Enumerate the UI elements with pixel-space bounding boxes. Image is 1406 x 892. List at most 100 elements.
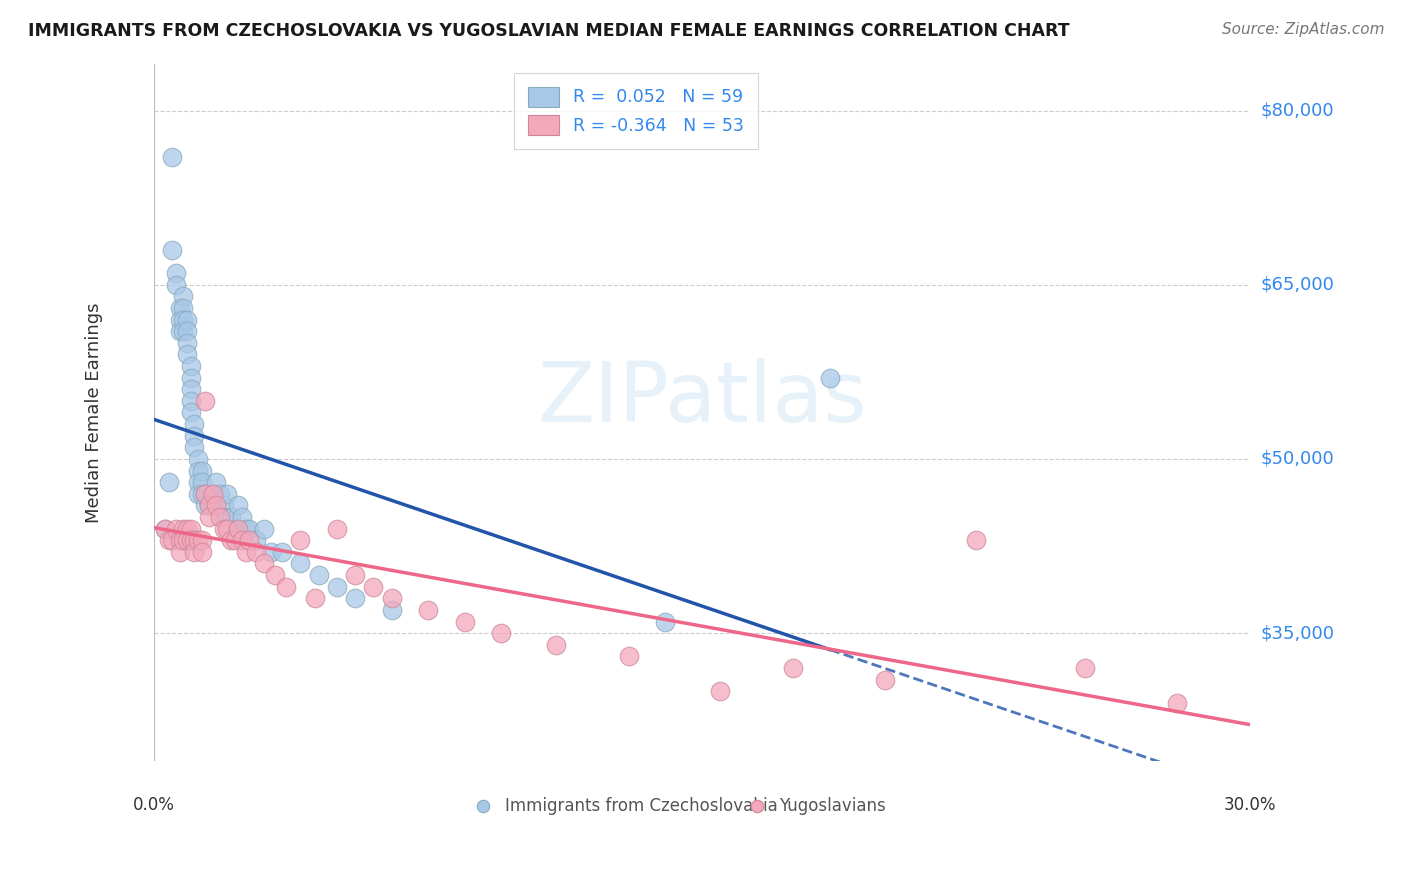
Text: Immigrants from Czechoslovakia: Immigrants from Czechoslovakia xyxy=(505,797,778,815)
Point xyxy=(183,533,205,548)
Point xyxy=(183,428,205,442)
Point xyxy=(153,522,176,536)
Point xyxy=(212,499,235,513)
Text: Median Female Earnings: Median Female Earnings xyxy=(84,302,103,523)
Point xyxy=(165,522,187,536)
Point xyxy=(162,533,184,548)
Point xyxy=(176,533,198,548)
Point xyxy=(238,533,260,548)
Point xyxy=(226,522,249,536)
Point xyxy=(198,510,221,524)
Point xyxy=(176,335,198,350)
Point xyxy=(208,487,231,501)
Point xyxy=(180,382,202,396)
Point xyxy=(183,417,205,431)
Text: $35,000: $35,000 xyxy=(1261,624,1334,642)
Point xyxy=(326,580,349,594)
Point xyxy=(544,638,567,652)
Point xyxy=(201,499,224,513)
Point xyxy=(271,545,294,559)
Point xyxy=(172,533,194,548)
Point xyxy=(308,568,330,582)
Point xyxy=(169,533,191,548)
Point xyxy=(1074,661,1097,675)
Point xyxy=(231,533,253,548)
Point xyxy=(238,522,260,536)
Point xyxy=(226,499,249,513)
Point xyxy=(172,301,194,315)
Point xyxy=(235,545,257,559)
Point xyxy=(224,533,246,548)
Point xyxy=(180,405,202,419)
Point xyxy=(176,312,198,326)
Legend: R =  0.052   N = 59, R = -0.364   N = 53: R = 0.052 N = 59, R = -0.364 N = 53 xyxy=(515,73,758,149)
Point xyxy=(617,649,640,664)
Point xyxy=(219,510,242,524)
Point xyxy=(304,591,326,606)
Point xyxy=(274,580,297,594)
Point xyxy=(219,533,242,548)
Point xyxy=(172,289,194,303)
Point xyxy=(344,568,367,582)
Point xyxy=(205,475,228,490)
Text: $65,000: $65,000 xyxy=(1261,276,1334,293)
Point xyxy=(187,487,209,501)
Text: 30.0%: 30.0% xyxy=(1223,796,1275,814)
Point xyxy=(172,312,194,326)
Point xyxy=(190,533,212,548)
Point xyxy=(381,603,404,617)
Point xyxy=(162,150,184,164)
Point xyxy=(363,580,385,594)
Point xyxy=(194,487,217,501)
Point xyxy=(190,487,212,501)
Point xyxy=(654,615,676,629)
Point xyxy=(818,370,841,384)
Point xyxy=(190,545,212,559)
Point xyxy=(782,661,804,675)
Text: Source: ZipAtlas.com: Source: ZipAtlas.com xyxy=(1222,22,1385,37)
Point xyxy=(235,522,257,536)
Point xyxy=(176,347,198,361)
Point xyxy=(198,499,221,513)
Point xyxy=(190,475,212,490)
Point xyxy=(709,684,731,698)
Point xyxy=(157,475,180,490)
Point xyxy=(212,522,235,536)
Point xyxy=(187,464,209,478)
Point xyxy=(381,591,404,606)
Point xyxy=(187,533,209,548)
Point xyxy=(290,533,312,548)
Point xyxy=(194,393,217,408)
Point xyxy=(190,464,212,478)
Point xyxy=(157,533,180,548)
Point xyxy=(231,510,253,524)
Point xyxy=(453,615,475,629)
Text: Yugoslavians: Yugoslavians xyxy=(779,797,886,815)
Point xyxy=(165,266,187,280)
Point xyxy=(1166,696,1188,710)
Point xyxy=(162,243,184,257)
Point xyxy=(489,626,512,640)
Text: $50,000: $50,000 xyxy=(1261,450,1334,468)
Text: ZIPatlas: ZIPatlas xyxy=(537,358,868,439)
Point xyxy=(217,522,239,536)
Point xyxy=(194,499,217,513)
Text: $80,000: $80,000 xyxy=(1261,102,1334,120)
Point xyxy=(344,591,367,606)
Point xyxy=(180,370,202,384)
Point xyxy=(172,522,194,536)
Point xyxy=(873,673,896,687)
Point xyxy=(169,324,191,338)
Point xyxy=(245,533,267,548)
Point xyxy=(245,545,267,559)
Point xyxy=(198,499,221,513)
Text: 0.0%: 0.0% xyxy=(134,796,176,814)
Point xyxy=(212,510,235,524)
Point xyxy=(416,603,439,617)
Point xyxy=(253,557,276,571)
Point xyxy=(326,522,349,536)
Point xyxy=(165,277,187,292)
Point xyxy=(176,522,198,536)
Point xyxy=(153,522,176,536)
Point xyxy=(169,545,191,559)
